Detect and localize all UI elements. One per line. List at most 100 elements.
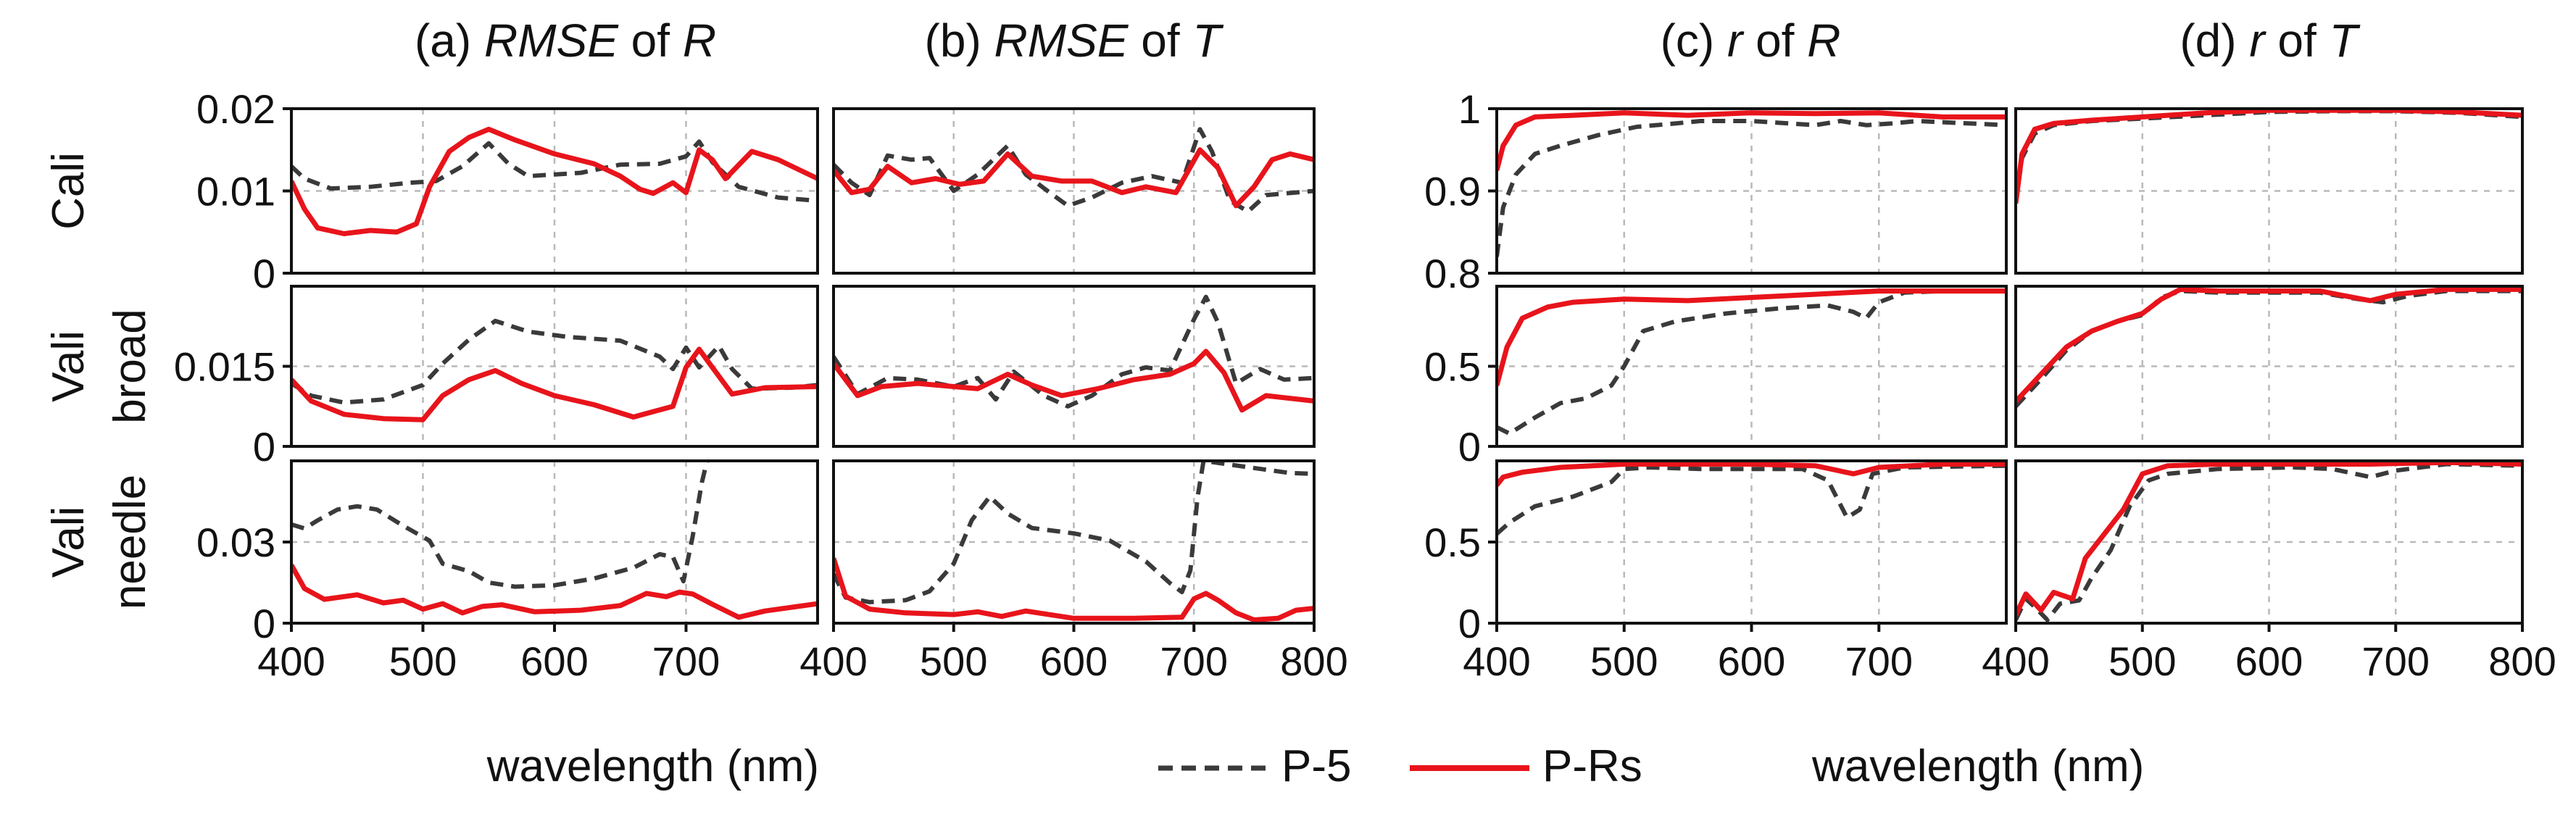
- y-tick-label: 0: [253, 601, 275, 646]
- panel-frame: [2014, 285, 2524, 448]
- title-mid: of: [618, 14, 683, 67]
- column-title-c: (c) r of R: [1661, 14, 1841, 67]
- panel-a-vali_broad: 0 0.015: [174, 285, 819, 470]
- x-tick-label: 500: [389, 638, 457, 684]
- panel-c-vali_broad: 00.5: [1424, 285, 2008, 470]
- x-tick-label: 700: [2362, 638, 2430, 684]
- title-var: R: [683, 14, 716, 67]
- title-prefix: (c): [1661, 14, 1727, 67]
- title-var: R: [1807, 14, 1840, 67]
- panels: 0 0.01 0.02 0 0.015 0 0.03 400 500 600 700 400 500 60…: [174, 86, 2556, 684]
- series-prs-line: [834, 349, 1314, 413]
- series-p5-line: [834, 461, 1314, 604]
- title-mid: of: [1128, 14, 1192, 67]
- series-prs-line: [2016, 461, 2522, 617]
- series-p5-line: [1497, 288, 2006, 436]
- y-tick-label: 0.015: [174, 344, 275, 390]
- column-title-a: (a) RMSE of R: [415, 14, 716, 67]
- panel-c-vali_needle: 0 0.5 400 500 600 700: [1424, 459, 2008, 684]
- column-title-d: (d) r of T: [2180, 14, 2360, 67]
- legend-label-prs: P-Rs: [1542, 741, 1642, 791]
- column-titles: (a) RMSE of R (b) RMSE of T (c) r of R (d) …: [415, 14, 2361, 67]
- panel-b-vali_needle: 400 500 600 700 800: [799, 459, 1348, 684]
- y-tick-label: 0.5: [1424, 344, 1481, 390]
- series-prs-line: [834, 147, 1314, 209]
- x-tick-label: 800: [1280, 638, 1347, 684]
- y-tick-label: 0.8: [1424, 251, 1481, 296]
- title-metric: r: [2249, 14, 2267, 67]
- panel-frame: [832, 285, 1316, 448]
- series-p5-line: [1497, 463, 2006, 536]
- row-label-cali-0: Cali: [43, 152, 94, 230]
- x-tick-label: 400: [799, 638, 867, 684]
- x-tick-label: 600: [1040, 638, 1108, 684]
- x-tick-label: 600: [1718, 638, 1785, 684]
- title-mid: of: [2265, 14, 2330, 67]
- x-tick-label: 700: [1160, 638, 1228, 684]
- title-metric: RMSE: [484, 14, 619, 67]
- y-tick-label: 1: [1458, 86, 1481, 132]
- y-tick-label: 0.03: [196, 520, 275, 565]
- row-label-vali_broad-1: broad: [105, 309, 155, 424]
- panel-d-vali_needle: 400 500 600 700 800: [1982, 459, 2556, 684]
- title-metric: r: [1727, 14, 1745, 67]
- x-tick-label: 500: [1590, 638, 1658, 684]
- y-tick-label: 0: [253, 424, 275, 470]
- x-tick-label: 700: [652, 638, 720, 684]
- legend: P-5 P-Rs: [1158, 741, 1642, 791]
- x-tick-label: 400: [1463, 638, 1530, 684]
- title-prefix: (b): [925, 14, 994, 67]
- panel-d-vali_broad: [2014, 285, 2524, 448]
- title-var: T: [1192, 14, 1223, 67]
- title-mid: of: [1742, 14, 1807, 67]
- y-tick-label: 0.01: [196, 169, 275, 214]
- series-prs-line: [2016, 109, 2522, 204]
- series-p5-line: [834, 294, 1314, 409]
- series-prs-line: [2016, 286, 2522, 404]
- title-prefix: (a): [415, 14, 484, 67]
- x-tick-label: 500: [920, 638, 987, 684]
- x-tick-label: 600: [2235, 638, 2303, 684]
- panel-b-cali: [832, 107, 1316, 275]
- x-tick-label: 700: [1845, 638, 1913, 684]
- y-tick-label: 0.5: [1424, 520, 1481, 565]
- y-tick-label: 0.9: [1424, 169, 1481, 214]
- x-axis-label-right: wavelength (nm): [1811, 741, 2144, 791]
- title-var: T: [2330, 14, 2361, 67]
- panel-c-cali: 0.8 0.9 1: [1424, 86, 2008, 296]
- series-p5-line: [291, 461, 710, 589]
- row-label-vali_needle-0: Vali: [43, 507, 94, 578]
- x-axis-label-left: wavelength (nm): [486, 741, 819, 791]
- row-label-vali_broad-0: Vali: [43, 330, 94, 402]
- y-tick-label: 0: [1458, 601, 1481, 646]
- panel-d-cali: [2014, 107, 2524, 275]
- series-prs-line: [291, 563, 818, 620]
- x-tick-label: 800: [2488, 638, 2556, 684]
- panel-b-vali_broad: [832, 285, 1316, 448]
- y-tick-label: 0: [1458, 424, 1481, 470]
- legend-label-p5: P-5: [1281, 741, 1351, 791]
- y-tick-label: 0.02: [196, 86, 275, 132]
- series-prs-line: [291, 126, 818, 236]
- panel-frame: [832, 107, 1316, 275]
- x-tick-label: 400: [257, 638, 325, 684]
- series-prs-line: [291, 346, 818, 422]
- panel-a-cali: 0 0.01 0.02: [196, 86, 819, 296]
- x-tick-label: 500: [2108, 638, 2176, 684]
- series-p5-line: [2016, 462, 2522, 622]
- column-title-b: (b) RMSE of T: [925, 14, 1224, 67]
- x-tick-label: 400: [1982, 638, 2049, 684]
- series-prs-line: [1497, 110, 2006, 171]
- panel-frame: [2014, 107, 2524, 275]
- title-prefix: (d): [2180, 14, 2249, 67]
- x-tick-label: 600: [520, 638, 588, 684]
- y-tick-label: 0: [253, 251, 275, 296]
- panel-a-vali_needle: 0 0.03 400 500 600 700: [196, 459, 819, 684]
- series-prs-line: [1497, 462, 2006, 487]
- title-metric: RMSE: [994, 14, 1129, 67]
- series-prs-line: [1497, 288, 2006, 386]
- series-prs-line: [834, 557, 1314, 622]
- row-label-vali_needle-1: needle: [105, 475, 155, 609]
